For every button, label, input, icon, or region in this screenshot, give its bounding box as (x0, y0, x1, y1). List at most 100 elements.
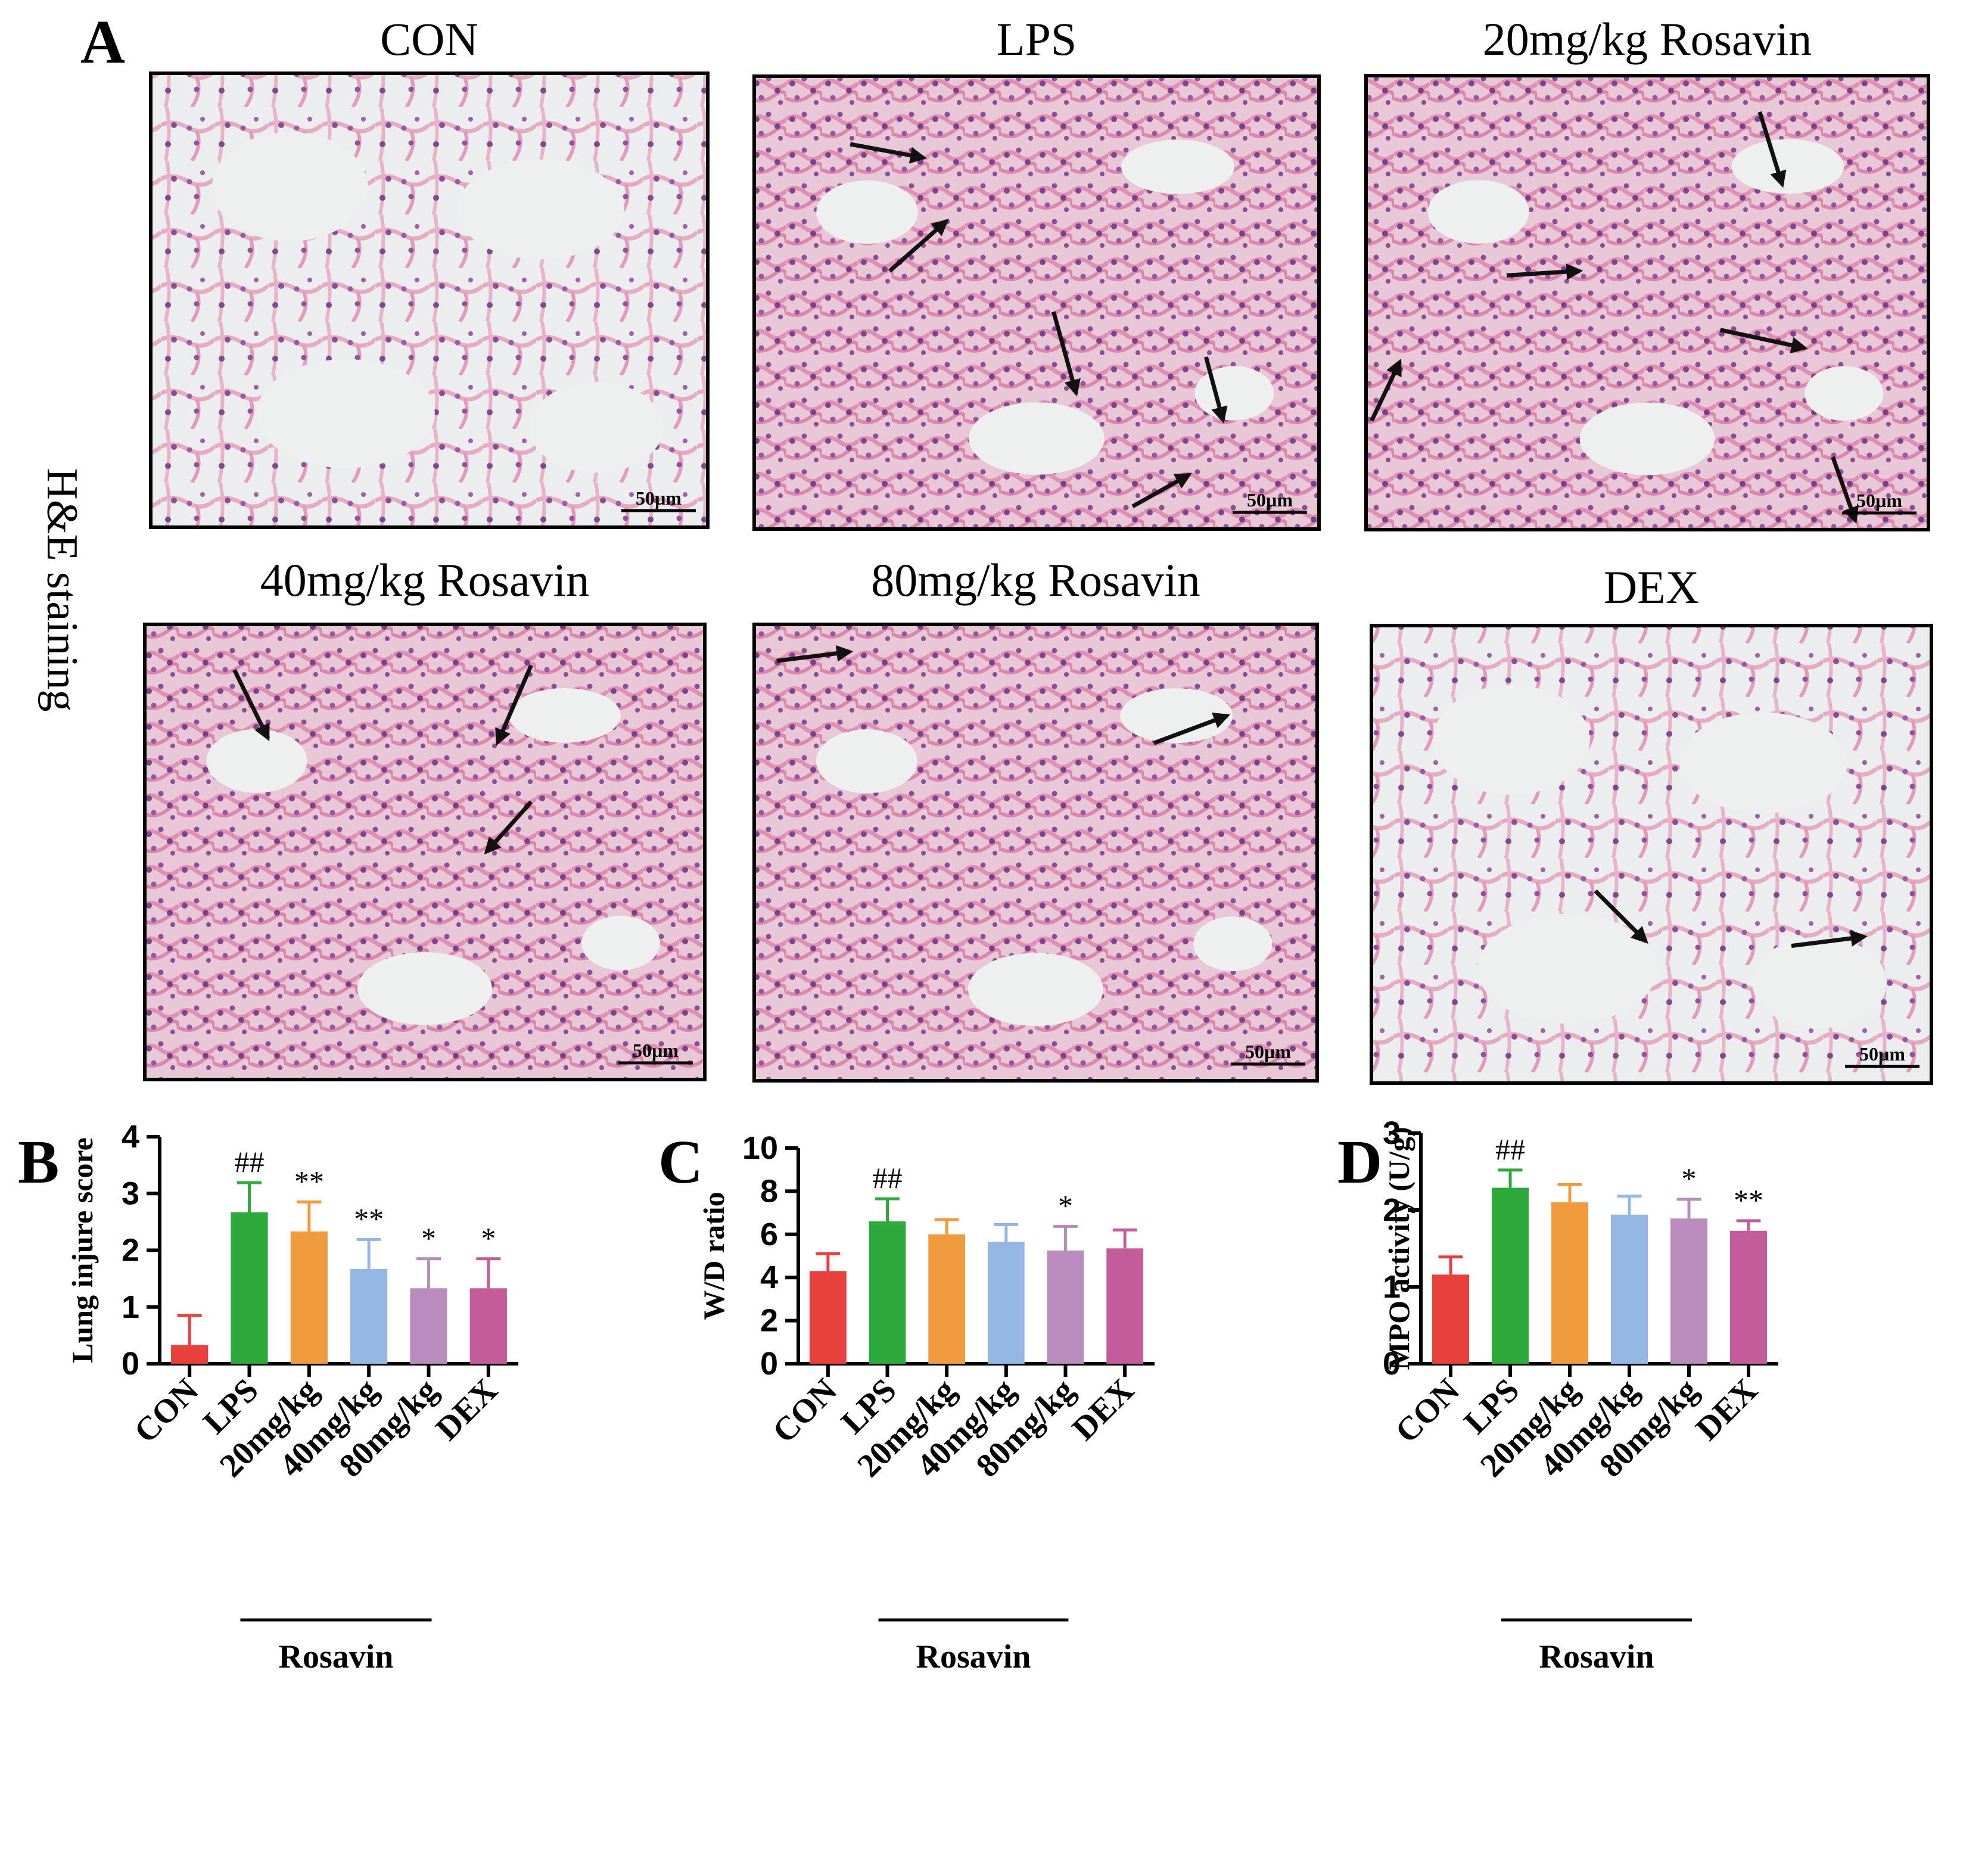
panel-letter: C (658, 1128, 703, 1196)
y-tick-label: 2 (1383, 1192, 1401, 1228)
micrograph-frame (1364, 74, 1930, 531)
alveolar-space (1679, 712, 1847, 813)
lesion-arrow (495, 664, 533, 746)
scale-bar-label: 50µm (633, 1040, 679, 1061)
x-category-label: CON (1388, 1371, 1467, 1450)
alveolar-space (509, 688, 621, 743)
chart-panel-d: D MPO activity (U/g)0123CON##LPS20mg/kg40… (1337, 1115, 1778, 1675)
y-tick-label: 3 (122, 1175, 139, 1211)
lesion-arrow (484, 800, 533, 855)
y-axis-title: Lung injure score (66, 1137, 99, 1363)
alveolar-space (206, 729, 307, 793)
scale-bar-label: 50µm (1245, 1041, 1291, 1062)
y-axis-title: W/D ratio (697, 1192, 730, 1320)
micrograph-title: 40mg/kg Rosavin (260, 554, 590, 606)
micrograph-title: LPS (997, 13, 1077, 65)
y-tick-label: 6 (760, 1217, 778, 1252)
significance-marker: ## (235, 1145, 265, 1178)
chart-panel-c: CW/D ratio0246810CON##LPS20mg/kg40mg/kg*… (658, 1128, 1155, 1675)
x-category-label: DEX (429, 1371, 505, 1447)
alveolar-space (1477, 913, 1657, 1024)
scale-bar-label: 50µm (1859, 1043, 1905, 1065)
rosavin-group-label: Rosavin (279, 1638, 394, 1675)
alveolar-space (1121, 139, 1234, 194)
bar-charts: B Lung injure score01234CON##LPS**20mg/kg… (18, 1115, 1778, 1675)
alveolar-space (1805, 366, 1884, 421)
bar-dex (1106, 1248, 1144, 1364)
lesion-arrow (232, 668, 270, 742)
lesion-arrow (1757, 111, 1787, 188)
lesion-arrow (1051, 311, 1081, 397)
y-tick-label: 1 (122, 1289, 139, 1325)
bar-lps (231, 1212, 268, 1364)
alveolar-space (1433, 685, 1590, 795)
scale-bar-label: 50µm (1247, 489, 1293, 511)
micrograph-6: DEX 50µm (1370, 561, 1933, 1085)
micrograph-1: CON 50µm (149, 13, 710, 529)
lesion-arrow (776, 645, 854, 663)
bar-40mg-kg (350, 1268, 388, 1364)
micrograph-frame (752, 623, 1319, 1083)
y-tick-label: 8 (760, 1173, 778, 1209)
alveolar-space (1579, 402, 1715, 475)
lesion-arrow (1719, 328, 1808, 354)
micrograph-2: LPS 50µm (752, 13, 1321, 531)
alveolar-space (357, 952, 492, 1025)
lesion-arrow (1131, 472, 1192, 509)
bar-con (171, 1345, 209, 1364)
lesion-arrow (1831, 456, 1859, 524)
lesion-arrow (1370, 359, 1402, 422)
micrograph-5: 80mg/kg Rosavin 50µm (752, 554, 1319, 1083)
alveolar-space (969, 402, 1105, 475)
micrograph-frame (149, 71, 710, 529)
bar-20mg-kg (290, 1231, 328, 1364)
significance-marker: ** (354, 1202, 384, 1235)
y-tick-label: 4 (760, 1259, 778, 1295)
micrograph-title: CON (380, 13, 478, 65)
micrograph-title: 80mg/kg Rosavin (871, 554, 1200, 606)
alveolar-space (1194, 366, 1274, 421)
bar-80mg-kg (1670, 1218, 1707, 1364)
rosavin-group-label: Rosavin (1539, 1638, 1654, 1675)
alveolar-space (256, 359, 435, 468)
y-axis-title: MPO activity (U/g) (1382, 1127, 1415, 1370)
significance-marker: ** (1734, 1183, 1763, 1217)
bar-20mg-kg (1551, 1202, 1588, 1364)
bar-lps (869, 1221, 906, 1364)
y-tick-label: 4 (122, 1119, 139, 1155)
y-tick-label: 0 (760, 1346, 778, 1382)
bar-20mg-kg (928, 1234, 966, 1364)
significance-marker: ## (873, 1161, 903, 1195)
bar-40mg-kg (1611, 1214, 1648, 1364)
micrograph-frame (752, 74, 1321, 531)
micrograph-title: 20mg/kg Rosavin (1483, 13, 1812, 65)
panel-letter-a: A (80, 8, 125, 76)
x-category-label: DEX (1065, 1371, 1141, 1447)
lesion-arrow (850, 142, 927, 164)
scale-bar-label: 50µm (636, 487, 682, 509)
significance-marker: ** (294, 1165, 324, 1198)
alveolar-space (816, 729, 918, 794)
chart-panel-b: B Lung injure score01234CON##LPS**20mg/kg… (18, 1119, 518, 1675)
significance-marker: * (1682, 1162, 1697, 1195)
x-category-label: CON (127, 1371, 206, 1450)
alveolar-space (1731, 139, 1844, 194)
alveolar-space (1120, 688, 1233, 744)
y-tick-label: 2 (122, 1233, 139, 1268)
x-category-label: CON (766, 1371, 844, 1450)
micrograph-frame (1370, 624, 1933, 1085)
significance-marker: * (1058, 1189, 1073, 1222)
alveolar-space (529, 382, 664, 473)
lesion-arrow (888, 219, 949, 273)
micrograph-frame (143, 623, 707, 1081)
alveolar-space (1193, 916, 1273, 972)
alveolar-space (1752, 937, 1887, 1028)
y-tick-label: 2 (760, 1303, 778, 1339)
bar-con (809, 1271, 847, 1364)
x-category-label: DEX (1689, 1371, 1765, 1447)
lesion-arrow (1153, 712, 1231, 745)
alveolar-space (1427, 180, 1529, 244)
alveolar-space (211, 132, 368, 241)
significance-marker: * (421, 1221, 436, 1255)
